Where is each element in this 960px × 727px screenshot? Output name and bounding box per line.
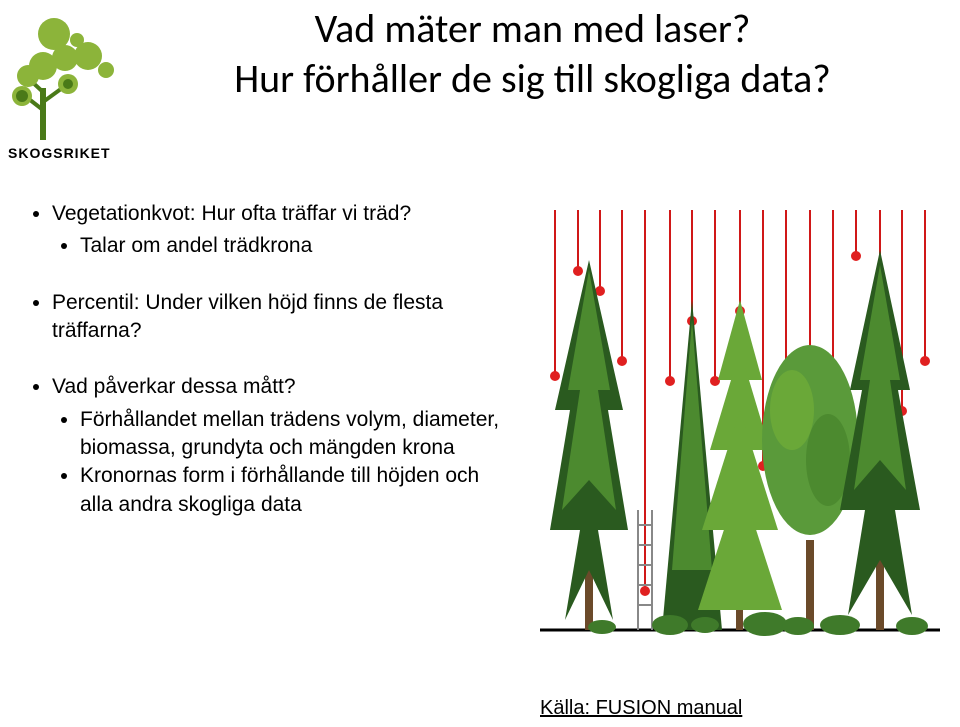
sub-bullet-item: Kronornas form i förhållande till höjden… [80, 462, 510, 519]
body-text: Vegetationkvot: Hur ofta träffar vi träd… [30, 200, 510, 547]
sub-bullet-group: Talar om andel trädkrona [52, 232, 510, 260]
bullet-item: Vegetationkvot: Hur ofta träffar vi träd… [52, 200, 510, 228]
title-line-1: Vad mäter man med laser? [145, 4, 920, 54]
tree-logo-icon [10, 10, 130, 150]
logo-text: SKOGSRIKET [8, 145, 111, 161]
figure-caption: Källa: FUSION manual [540, 697, 742, 720]
bullet-item: Vad påverkar dessa mått? [52, 373, 510, 401]
laser-forest-figure [540, 210, 940, 670]
sub-bullet-group: Förhållandet mellan trädens volym, diame… [52, 406, 510, 519]
sub-bullet-item: Talar om andel trädkrona [80, 232, 510, 260]
bullet-group-2: Percentil: Under vilken höjd finns de fl… [30, 289, 510, 346]
bullet-group-3: Vad påverkar dessa mått? Förhållandet me… [30, 373, 510, 519]
page-title: Vad mäter man med laser? Hur förhåller d… [145, 4, 920, 104]
forest-diagram-icon [540, 210, 940, 670]
bullet-item: Percentil: Under vilken höjd finns de fl… [52, 289, 510, 346]
bullet-group-1: Vegetationkvot: Hur ofta träffar vi träd… [30, 200, 510, 261]
title-line-2: Hur förhåller de sig till skogliga data? [145, 54, 920, 104]
sub-bullet-item: Förhållandet mellan trädens volym, diame… [80, 406, 510, 463]
